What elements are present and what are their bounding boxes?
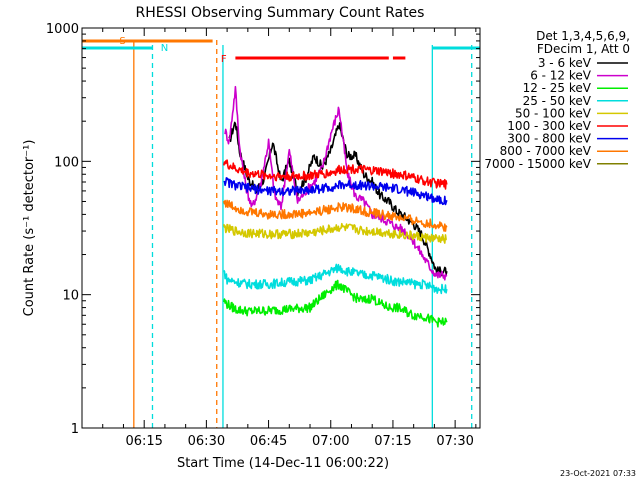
y-tick-label: 100 <box>54 155 79 170</box>
legend-label: 25 - 50 keV <box>523 94 592 108</box>
series-line-2 <box>223 279 448 328</box>
series-line-7 <box>223 199 448 232</box>
legend-label: 7000 - 15000 keV <box>484 157 591 171</box>
y-tick-label: 10 <box>62 289 79 304</box>
n-label: N <box>161 43 168 54</box>
y-tick-label: 1000 <box>46 22 79 37</box>
y-axis-label: Count Rate (s⁻¹ detector⁻¹) <box>22 140 37 317</box>
legend-header-line-2: FDecim 1, Att 0 <box>537 42 630 56</box>
x-axis-label: Start Time (14-Dec-11 06:00:22) <box>177 456 389 471</box>
legend-label: 6 - 12 keV <box>530 69 592 83</box>
x-tick-label: 06:15 <box>125 434 162 449</box>
plot-area: S N F <box>82 36 480 428</box>
legend-header-line-1: Det 1,3,4,5,6,9, <box>536 29 630 43</box>
legend-label: 800 - 7000 keV <box>500 144 592 158</box>
x-tick-label: 07:30 <box>436 434 473 449</box>
x-tick-label: 07:15 <box>374 434 411 449</box>
plot-frame <box>81 27 481 429</box>
x-tick-label: 06:45 <box>250 434 287 449</box>
series-line-0 <box>228 121 448 277</box>
series-line-3 <box>223 263 448 295</box>
f-label: F <box>221 54 227 65</box>
y-tick-label: 1 <box>71 422 79 437</box>
legend-label: 3 - 6 keV <box>538 56 592 70</box>
series-line-6 <box>223 177 448 206</box>
x-tick-label: 06:30 <box>188 434 225 449</box>
series-line-5 <box>223 159 448 190</box>
legend-label: 100 - 300 keV <box>507 119 591 133</box>
legend: Det 1,3,4,5,6,9, FDecim 1, Att 0 3 - 6 k… <box>484 29 630 171</box>
s-label: S <box>119 36 125 47</box>
legend-label: 300 - 800 keV <box>507 132 591 146</box>
timestamp: 23-Oct-2021 07:33 <box>560 469 636 478</box>
series-line-4 <box>223 222 447 244</box>
axes: 06:15 06:30 06:45 07:00 07:15 07:30 1 10 100 1000 <box>46 22 481 449</box>
legend-label: 50 - 100 keV <box>515 106 592 120</box>
legend-label: 12 - 25 keV <box>523 81 592 95</box>
chart-title: RHESSI Observing Summary Count Rates <box>136 5 425 21</box>
x-tick-label: 07:00 <box>312 434 349 449</box>
